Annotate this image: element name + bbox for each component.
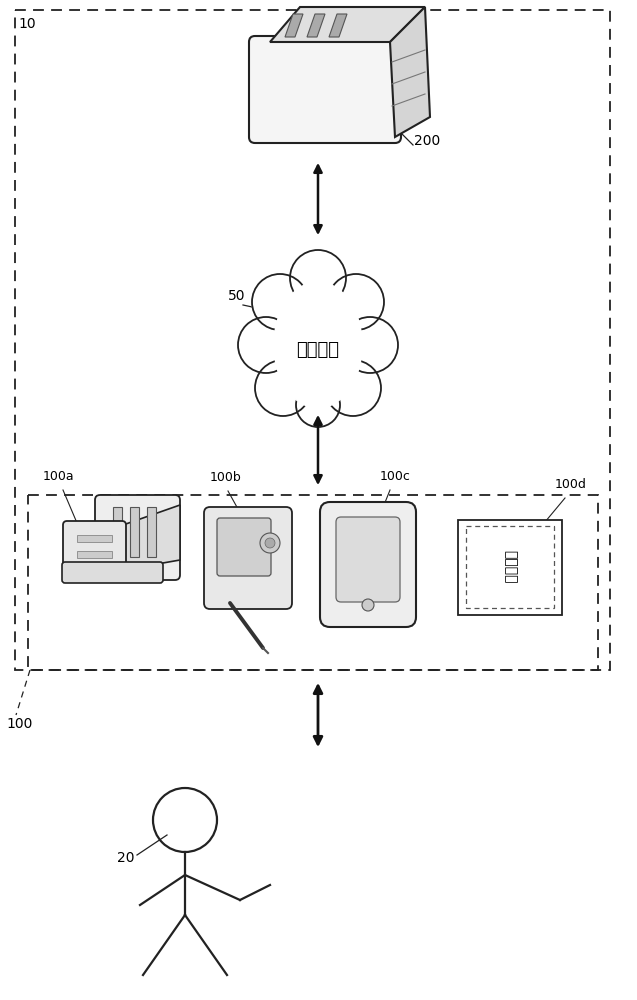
Text: 200: 200 bbox=[414, 134, 440, 148]
Circle shape bbox=[238, 317, 294, 373]
Circle shape bbox=[362, 599, 374, 611]
Bar bbox=[113, 507, 122, 557]
FancyBboxPatch shape bbox=[217, 518, 271, 576]
Text: 通信网络: 通信网络 bbox=[296, 341, 340, 359]
Circle shape bbox=[325, 360, 381, 416]
Circle shape bbox=[260, 533, 280, 553]
FancyBboxPatch shape bbox=[249, 36, 401, 143]
Bar bbox=[77, 551, 112, 558]
FancyBboxPatch shape bbox=[95, 495, 180, 580]
FancyBboxPatch shape bbox=[320, 502, 416, 627]
Bar bbox=[15, 10, 610, 670]
Circle shape bbox=[252, 274, 308, 330]
Circle shape bbox=[296, 383, 340, 427]
FancyBboxPatch shape bbox=[458, 520, 562, 615]
Circle shape bbox=[265, 538, 275, 548]
Text: 100d: 100d bbox=[555, 478, 587, 491]
Bar bbox=[466, 526, 554, 608]
Circle shape bbox=[328, 274, 384, 330]
Text: 100a: 100a bbox=[43, 470, 75, 483]
Ellipse shape bbox=[274, 282, 362, 408]
FancyBboxPatch shape bbox=[62, 562, 163, 583]
Text: 50: 50 bbox=[228, 289, 245, 303]
FancyBboxPatch shape bbox=[63, 521, 126, 574]
Bar bbox=[147, 507, 156, 557]
Polygon shape bbox=[329, 14, 347, 37]
Polygon shape bbox=[390, 7, 430, 137]
Polygon shape bbox=[270, 7, 425, 42]
Ellipse shape bbox=[273, 280, 363, 410]
Bar bbox=[77, 535, 112, 542]
Circle shape bbox=[255, 360, 311, 416]
FancyBboxPatch shape bbox=[336, 517, 400, 602]
Text: 20: 20 bbox=[117, 851, 134, 865]
Polygon shape bbox=[307, 14, 325, 37]
Polygon shape bbox=[123, 505, 180, 570]
Circle shape bbox=[290, 250, 346, 306]
Text: 100c: 100c bbox=[380, 470, 411, 483]
Text: 10: 10 bbox=[18, 17, 36, 31]
Bar bbox=[28, 495, 598, 670]
Bar bbox=[130, 507, 139, 557]
Text: 游戏系统: 游戏系统 bbox=[503, 550, 517, 584]
FancyBboxPatch shape bbox=[204, 507, 292, 609]
Polygon shape bbox=[285, 14, 303, 37]
Text: 100b: 100b bbox=[210, 471, 242, 484]
Text: 100: 100 bbox=[6, 717, 32, 731]
Circle shape bbox=[342, 317, 398, 373]
